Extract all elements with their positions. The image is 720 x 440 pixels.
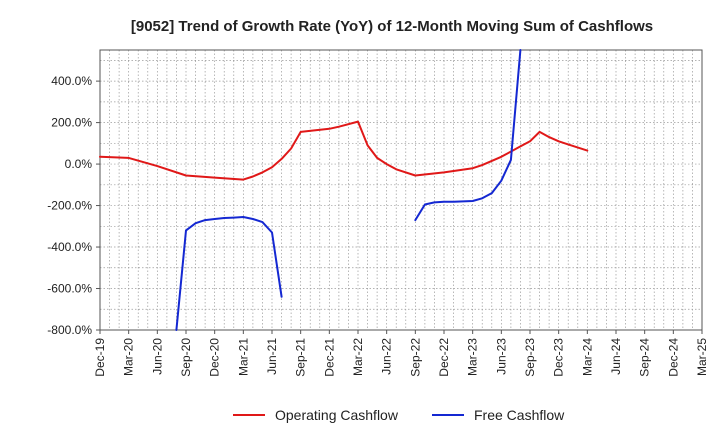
axes: -800.0% -600.0% -400.0% -200.0% 0.0% 200.0% 40… bbox=[47, 49, 709, 377]
operating-cashflow-line bbox=[99, 120, 589, 181]
y-tick-label: -200.0% bbox=[47, 199, 92, 213]
legend-label-operating-cashflow: Operating Cashflow bbox=[275, 407, 399, 423]
x-tick-label: Sep-20 bbox=[179, 338, 193, 377]
free-cashflow-line bbox=[175, 216, 283, 331]
x-tick-label: Sep-23 bbox=[523, 338, 537, 377]
x-tick-label: Sep-21 bbox=[294, 338, 308, 377]
x-tick-label: Dec-21 bbox=[322, 338, 336, 377]
x-tick-label: Dec-23 bbox=[552, 338, 566, 377]
plot-frame bbox=[99, 49, 703, 331]
x-tick-label: Mar-22 bbox=[351, 338, 365, 376]
y-tick-label: 400.0% bbox=[51, 74, 92, 88]
x-tick-label: Mar-20 bbox=[122, 338, 136, 376]
x-tick-label: Sep-22 bbox=[408, 338, 422, 377]
x-tick-label: Dec-24 bbox=[666, 338, 680, 377]
x-tick-label: Mar-23 bbox=[466, 338, 480, 376]
series-lines bbox=[99, 49, 589, 331]
x-tick-label: Sep-24 bbox=[638, 338, 652, 377]
y-tick-label: 200.0% bbox=[51, 116, 92, 130]
free-cashflow-line bbox=[414, 49, 522, 222]
x-tick-label: Mar-25 bbox=[695, 338, 709, 376]
x-tick-label: Dec-19 bbox=[93, 338, 107, 377]
legend: Operating Cashflow Free Cashflow bbox=[233, 407, 565, 423]
y-tick-label: -600.0% bbox=[47, 282, 92, 296]
x-tick-label: Jun-22 bbox=[380, 338, 394, 375]
y-tick-label: 0.0% bbox=[65, 157, 93, 171]
y-tick-label: -400.0% bbox=[47, 240, 92, 254]
y-tick-label: -800.0% bbox=[47, 323, 92, 337]
x-tick-label: Jun-24 bbox=[609, 338, 623, 375]
grid bbox=[100, 50, 702, 330]
x-tick-label: Jun-23 bbox=[494, 338, 508, 375]
x-tick-label: Jun-21 bbox=[265, 338, 279, 375]
x-tick-label: Mar-24 bbox=[580, 338, 594, 376]
x-tick-label: Mar-21 bbox=[236, 338, 250, 376]
x-tick-label: Dec-20 bbox=[208, 338, 222, 377]
chart-title: [9052] Trend of Growth Rate (YoY) of 12-… bbox=[131, 18, 653, 35]
legend-label-free-cashflow: Free Cashflow bbox=[474, 407, 565, 423]
x-tick-label: Dec-22 bbox=[437, 338, 451, 377]
x-tick-label: Jun-20 bbox=[150, 338, 164, 375]
